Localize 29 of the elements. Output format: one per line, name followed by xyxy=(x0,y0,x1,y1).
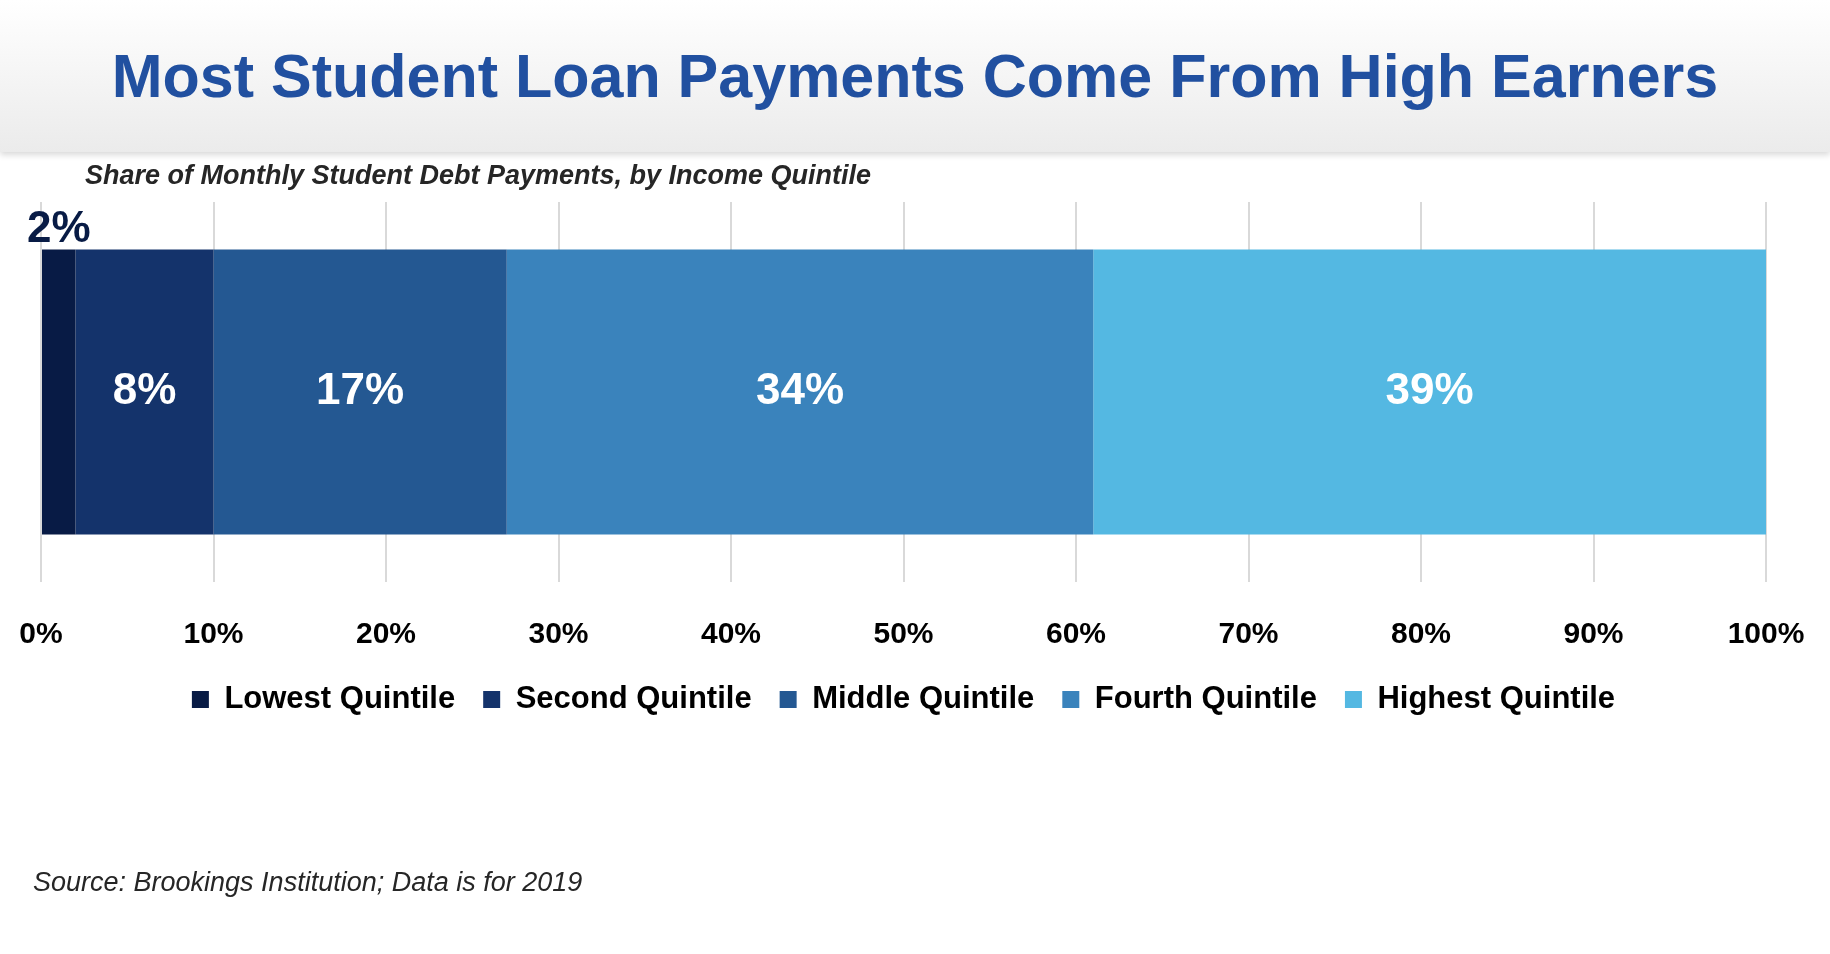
bar xyxy=(213,249,507,535)
x-tick-label: 60% xyxy=(1045,616,1107,650)
data-label: 17% xyxy=(316,364,405,414)
bar xyxy=(1093,249,1766,535)
data-label: 8% xyxy=(112,364,177,414)
x-tick-label: 0% xyxy=(19,616,63,650)
x-tick-label: 30% xyxy=(528,616,589,650)
x-tick-label: 40% xyxy=(700,616,762,650)
x-tick-label: 10% xyxy=(183,616,244,650)
x-tick-label: 90% xyxy=(1563,616,1624,650)
legend-label: Lowest Quintile xyxy=(224,680,456,716)
x-tick-label: 70% xyxy=(1218,616,1279,650)
legend-label: Fourth Quintile xyxy=(1094,680,1317,716)
bar xyxy=(506,249,1094,535)
data-label: 34% xyxy=(755,364,845,414)
legend-label: Middle Quintile xyxy=(812,680,1035,716)
x-tick-label: 20% xyxy=(355,616,417,650)
x-tick-label: 50% xyxy=(873,616,934,650)
bar xyxy=(42,249,76,535)
data-label: 2% xyxy=(26,201,91,251)
data-label: 39% xyxy=(1385,364,1474,414)
chart-subtitle: Share of Monthly Student Debt Payments, by Income Quintile xyxy=(85,160,872,190)
legend-label: Highest Quintile xyxy=(1377,680,1616,716)
bar xyxy=(75,249,214,535)
legend-label: Second Quintile xyxy=(515,680,752,716)
x-tick-label: 100% xyxy=(1727,616,1805,650)
source-note: Source: Brookings Institution; Data is for 2019 xyxy=(33,867,583,897)
x-tick-label: 80% xyxy=(1390,616,1452,650)
chart-title: Most Student Loan Payments Come From High Earners xyxy=(111,41,1719,112)
